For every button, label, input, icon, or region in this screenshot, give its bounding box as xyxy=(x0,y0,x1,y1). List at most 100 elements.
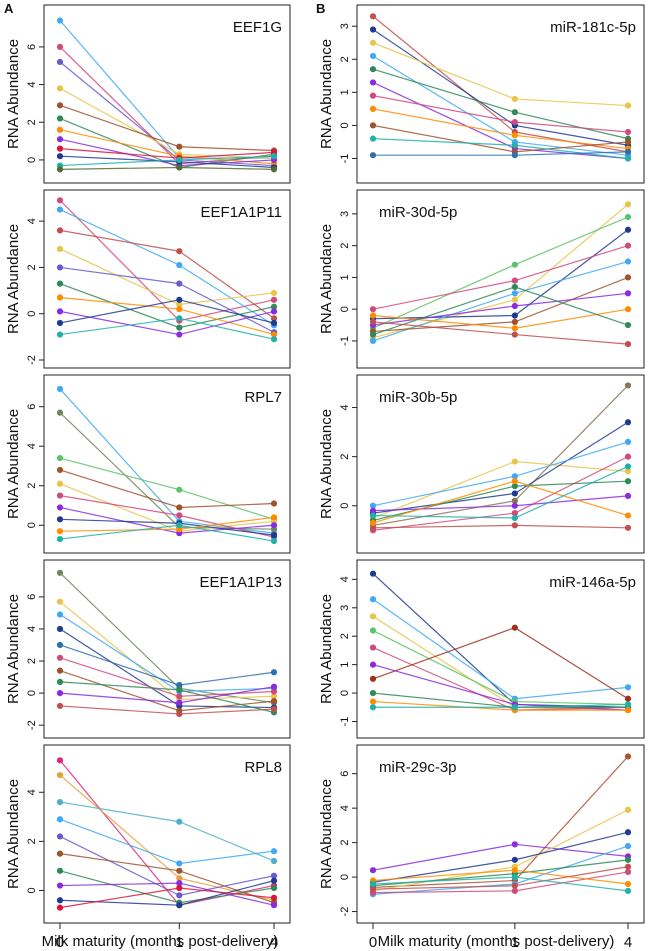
data-point xyxy=(511,283,518,291)
y-tick-label: 0 xyxy=(339,874,351,880)
data-point xyxy=(56,206,64,213)
data-point xyxy=(624,201,632,208)
data-point xyxy=(511,142,518,149)
data-point xyxy=(511,132,518,139)
data-point xyxy=(369,52,377,60)
panel-letter-a: A xyxy=(4,1,14,16)
y-tick-label: 2 xyxy=(26,658,38,664)
data-point xyxy=(369,502,377,509)
x-axis-label-a: Milk maturity (months post-delivery) xyxy=(42,933,279,950)
data-point xyxy=(511,887,518,894)
data-point xyxy=(176,693,183,700)
chart-title: RPL8 xyxy=(244,759,282,776)
data-point xyxy=(624,856,632,863)
y-tick-label: 0 xyxy=(26,522,38,528)
data-point xyxy=(624,438,632,446)
y-axis-label: RNA Abundance xyxy=(5,224,22,334)
y-axis-label: RNA Abundance xyxy=(318,779,335,889)
chart-title: miR-30b-5p xyxy=(379,389,457,406)
data-point xyxy=(56,319,64,327)
data-point xyxy=(56,43,64,51)
chart-mir-30b-5p: 0 2 4 RNA Abundance miR-30b-5p xyxy=(318,374,645,554)
data-point xyxy=(270,336,278,343)
data-point xyxy=(511,497,518,504)
data-point xyxy=(624,463,632,470)
chart-title: EEF1A1P13 xyxy=(199,574,282,591)
data-point xyxy=(270,166,278,173)
chart-mir-181c-5p: -1 0 1 2 3 RNA Abundance miR-181c-5p xyxy=(318,4,645,184)
data-point xyxy=(56,771,64,779)
y-tick-label: 2 xyxy=(26,264,38,270)
data-point xyxy=(511,882,518,889)
data-point xyxy=(511,867,518,874)
data-point xyxy=(56,227,64,234)
data-point xyxy=(511,277,518,284)
x-axis-label-b: Milk maturity (months post-delivery) xyxy=(378,933,615,950)
data-point xyxy=(624,524,632,531)
data-point xyxy=(624,138,632,146)
data-point xyxy=(511,522,518,529)
y-axis-label: RNA Abundance xyxy=(5,39,22,149)
data-point xyxy=(56,409,64,416)
chart-mir-29c-3p: -2 0 2 4 6 RNA Abundance miR-29c-3p 0 1 4 xyxy=(318,744,645,951)
data-point xyxy=(624,880,632,888)
data-point xyxy=(624,274,632,281)
y-axis-label: RNA Abundance xyxy=(5,779,22,889)
y-tick-label: -1 xyxy=(339,336,351,346)
data-point xyxy=(369,524,377,531)
y-tick-label: 6 xyxy=(26,404,38,410)
y-tick-label: 0 xyxy=(339,306,351,312)
data-point xyxy=(270,693,278,700)
data-point xyxy=(369,675,377,682)
y-tick-label: 2 xyxy=(26,838,38,844)
data-point xyxy=(369,312,377,319)
y-tick-label: 0 xyxy=(26,690,38,696)
data-point xyxy=(270,153,278,160)
y-tick-label: 2 xyxy=(339,454,351,460)
y-tick-label: 1 xyxy=(339,89,351,95)
data-point xyxy=(511,624,518,631)
data-point xyxy=(624,684,632,691)
data-point xyxy=(511,312,518,319)
data-point xyxy=(369,570,377,577)
data-point xyxy=(270,894,278,901)
data-point xyxy=(270,331,278,338)
data-point xyxy=(369,512,377,519)
data-point xyxy=(176,522,183,529)
data-point xyxy=(176,879,183,887)
panel-letter-b: B xyxy=(316,1,325,16)
data-point xyxy=(270,669,278,676)
data-point xyxy=(511,478,518,485)
data-point xyxy=(270,308,278,315)
data-point xyxy=(176,305,183,313)
chart-mir-30d-5p: -1 0 1 2 3 RNA Abundance miR-30d-5p xyxy=(318,189,645,369)
data-point xyxy=(270,319,278,327)
data-point xyxy=(56,535,64,543)
data-point xyxy=(369,661,377,668)
data-point xyxy=(56,245,64,253)
data-point xyxy=(176,156,183,164)
chart-title: RPL7 xyxy=(244,389,282,406)
data-point xyxy=(369,79,377,86)
data-point xyxy=(369,105,377,112)
chart-title: miR-146a-5p xyxy=(549,574,636,591)
data-point xyxy=(56,126,64,133)
data-point xyxy=(624,128,632,136)
y-tick-label: 1 xyxy=(339,274,351,280)
data-point xyxy=(176,860,183,867)
data-point xyxy=(270,683,278,690)
data-point xyxy=(624,155,632,162)
data-point xyxy=(56,58,64,66)
data-point xyxy=(270,303,278,310)
data-point xyxy=(56,611,64,618)
y-tick-label: 6 xyxy=(26,594,38,600)
data-point xyxy=(511,458,518,465)
data-point xyxy=(624,753,632,760)
data-point xyxy=(369,507,377,514)
data-point xyxy=(624,806,632,813)
data-point xyxy=(511,119,518,126)
data-point xyxy=(176,710,183,718)
data-point xyxy=(624,226,632,233)
y-axis-label: RNA Abundance xyxy=(5,594,22,704)
data-point xyxy=(56,264,64,271)
